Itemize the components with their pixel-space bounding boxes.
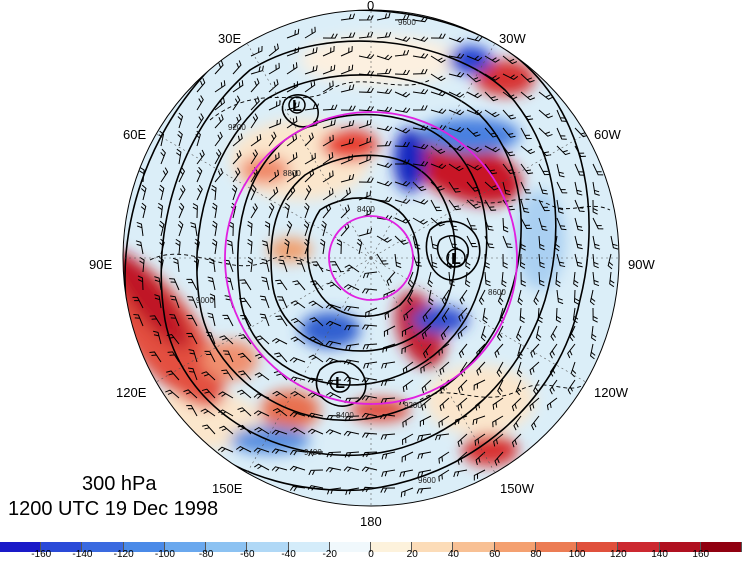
wind-barbs: [132, 12, 619, 498]
valid-time-label: 1200 UTC 19 Dec 1998: [8, 498, 219, 520]
lon-label-60e: 60E: [123, 127, 147, 142]
colorbar-tick-label: 140: [651, 549, 668, 560]
contour-label: 9200: [228, 123, 246, 132]
colorbar-swatch: [164, 542, 207, 552]
map-border: [122, 9, 620, 507]
colorbar-tick-label: 40: [447, 549, 459, 560]
lon-label-120e: 120E: [116, 385, 147, 400]
colorbar-swatch: [412, 542, 454, 552]
lon-label-90w: 90W: [628, 257, 655, 272]
colorbar-tick-label: -60: [240, 549, 255, 560]
low-markers: L L L: [288, 96, 466, 393]
low-marker: L: [335, 375, 345, 392]
colorbar-tick-label: -100: [154, 549, 175, 560]
polar-stereographic-map: L L L 9600 9200 8800 8400 9000 8600 8400…: [122, 9, 620, 507]
lon-label-30w: 30W: [499, 31, 526, 46]
lon-label-150e: 150E: [212, 481, 243, 496]
colorbar-tick-labels: -160 -140 -120 -100 -80 -60 -40 -20 0 20 40 60 80 100…: [0, 549, 742, 563]
contour-label: 9600: [418, 476, 436, 485]
lon-label-30e: 30E: [218, 31, 242, 46]
colorbar-swatch: [288, 542, 330, 552]
colorbar-swatch: [0, 542, 42, 552]
colorbar-swatch: [494, 542, 536, 552]
colorbar-swatch: [82, 542, 124, 552]
colorbar-tick-label: -80: [198, 549, 214, 560]
lon-label-90e: 90E: [89, 257, 113, 272]
colorbar-tick-label: 0: [368, 549, 374, 560]
colorbar-swatch: [453, 542, 495, 552]
colorbar-tick-label: -140: [72, 549, 93, 560]
colorbar-tick-label: -20: [322, 549, 337, 560]
colorbar-swatch: [618, 542, 660, 552]
colorbar-tick-label: 160: [692, 549, 710, 560]
contour-labels: 9600 9200 8800 8400 9000 8600 8400 9600 …: [196, 18, 506, 485]
contour-label: 8400: [336, 411, 354, 420]
contour-label: 8400: [357, 205, 375, 214]
pressure-level-label: 300 hPa: [82, 473, 157, 495]
low-marker: L: [292, 98, 302, 115]
colorbar-tick-label: -40: [281, 549, 296, 560]
map-info-labels: 300 hPa 1200 UTC 19 Dec 1998: [8, 472, 218, 522]
colorbar-swatch: [206, 542, 248, 552]
colorbar-swatch: [247, 542, 289, 552]
lon-label-150w: 150W: [500, 481, 534, 496]
colorbar-tick-label: 100: [568, 549, 586, 560]
low-marker: L: [451, 251, 461, 268]
contour-label: 8800: [283, 169, 301, 178]
colorbar-tick-label: 20: [406, 549, 418, 560]
colorbar-tick-label: 120: [609, 549, 627, 560]
colorbar-tick-label: 60: [489, 549, 501, 560]
colorbar-swatch: [535, 542, 578, 552]
colorbar-tick-label: 80: [530, 549, 542, 560]
lon-label-0: 0: [367, 0, 375, 13]
colorbar-tick-label: -120: [113, 549, 134, 560]
contour-label: 9000: [196, 296, 214, 305]
colorbar-swatch: [123, 542, 165, 552]
colorbar-swatch: [41, 542, 83, 552]
colorbar-swatch: [659, 542, 701, 552]
lon-label-120w: 120W: [594, 385, 628, 400]
contour-label: 9600: [398, 18, 416, 27]
colorbar: [0, 542, 742, 552]
colorbar-tick-label: -160: [31, 549, 52, 560]
contour-label: 8600: [488, 288, 506, 297]
lon-label-180: 180: [360, 514, 382, 529]
lon-label-60w: 60W: [594, 127, 621, 142]
colorbar-swatch: [370, 542, 413, 552]
colorbar-swatch: [577, 542, 619, 552]
colorbar-swatch: [700, 542, 742, 552]
latitude-circles: [224, 111, 518, 405]
contour-label: 9400: [304, 448, 322, 457]
colorbar-swatch: [329, 542, 371, 552]
dashed-contours: [149, 79, 611, 401]
contour-label: 9200: [404, 401, 422, 410]
